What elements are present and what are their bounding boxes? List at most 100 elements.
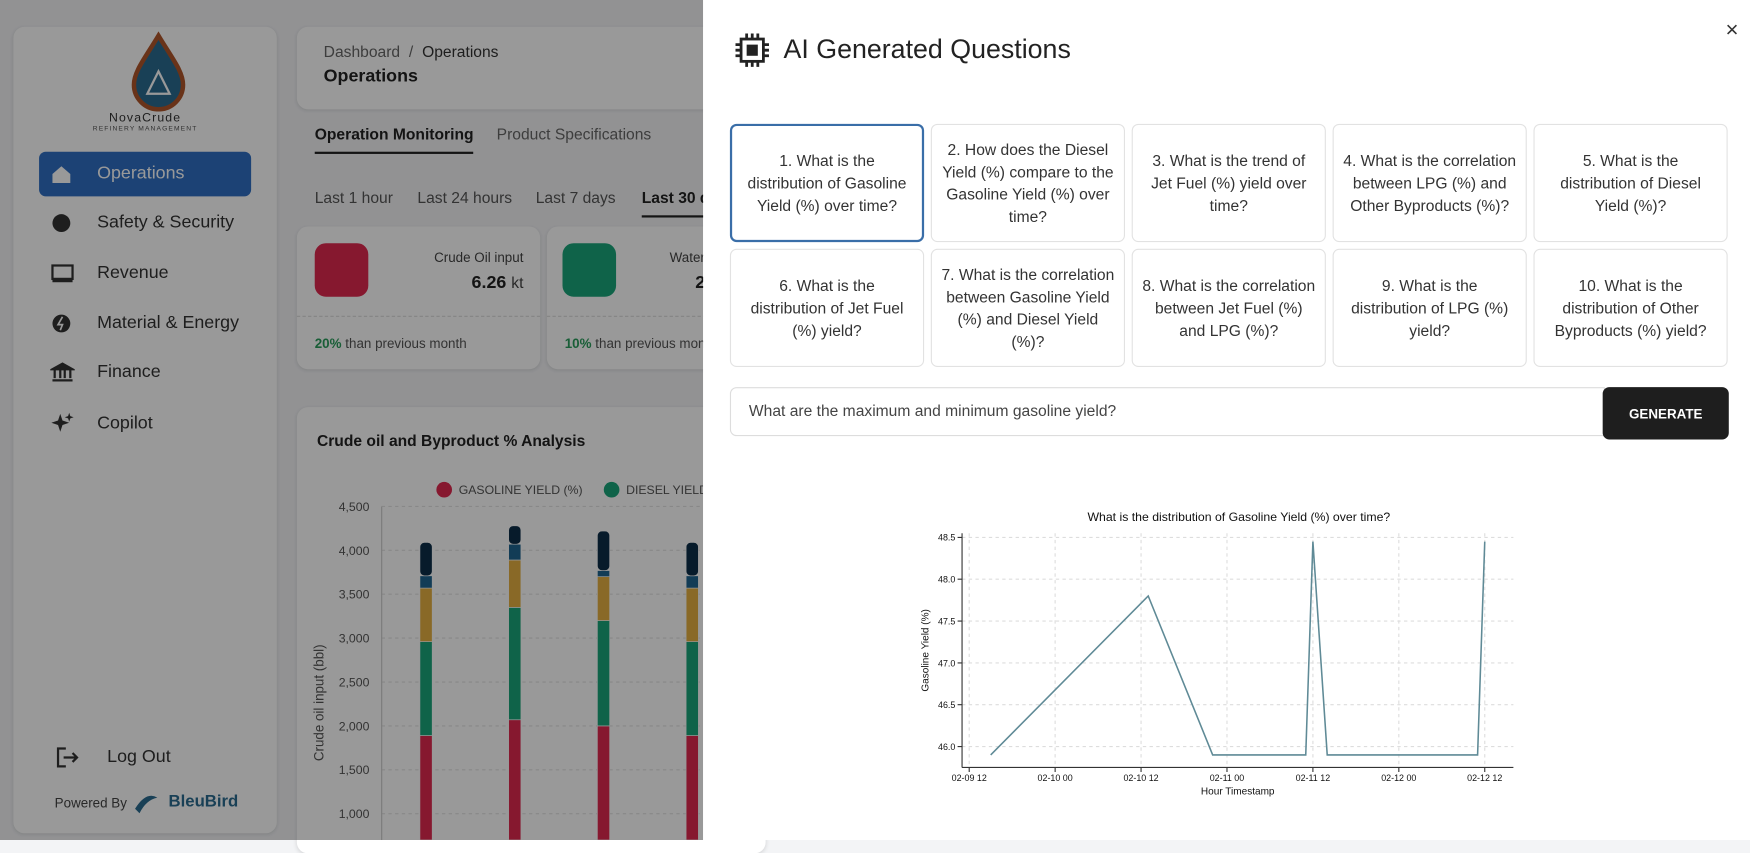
kpi-change-row: 20% than previous month <box>315 336 467 352</box>
y-axis-label: Gasoline Yield (%) <box>921 609 932 692</box>
bar-segment <box>508 525 522 545</box>
menu-label: Safety & Security <box>97 213 235 233</box>
header: Dashboard / Operations Operations <box>296 26 766 110</box>
icon <box>50 362 75 382</box>
logo <box>131 31 186 112</box>
question-card[interactable]: 5. What is the distribution of Diesel Yi… <box>1533 123 1728 243</box>
y-tick-label: 2,000 <box>339 719 370 733</box>
kpi-value-row: 6.26 kt <box>472 273 524 293</box>
legend-label: GASOLINE YIELD (%) <box>459 483 583 497</box>
question-card[interactable]: 9. What is the distribution of LPG (%) y… <box>1332 248 1527 368</box>
time-filter[interactable]: Last 7 days <box>535 188 616 207</box>
kpi-change-row: 10% than previous month <box>565 336 717 352</box>
bar-segment <box>419 542 433 577</box>
y-tick-label: 48.0 <box>938 575 955 585</box>
chip-icon <box>735 33 769 67</box>
crumb[interactable]: Dashboard <box>323 42 401 61</box>
chart-title: Crude oil and Byproduct % Analysis <box>317 433 586 450</box>
y-tick-label: 4,500 <box>339 500 370 514</box>
kpi-unit: kt <box>511 273 524 292</box>
bar-segment <box>685 542 699 577</box>
kpi-change-text: than previous month <box>595 335 717 352</box>
powered-brand: BleuBird <box>168 792 239 811</box>
legend-swatch <box>436 481 453 498</box>
question-card[interactable]: 2. How does the Diesel Yield (%) compare… <box>930 123 1125 243</box>
time-filter[interactable]: Last 1 hour <box>314 188 393 207</box>
icon <box>135 795 158 814</box>
breadcrumb: Dashboard / Operations <box>324 42 499 60</box>
kpi-change-text: than previous month <box>345 335 467 352</box>
y-tick-label: 3,500 <box>339 588 370 602</box>
menu-item[interactable]: Safety & Security <box>39 201 251 246</box>
y-tick-label: 46.5 <box>938 700 955 710</box>
kpi-label: Water <box>669 249 705 266</box>
chart: What is the distribution of Gasoline Yie… <box>921 510 1514 797</box>
y-tick-label: 4,000 <box>339 544 370 558</box>
kpi-value: 2 <box>695 273 706 293</box>
kpi-change: 20% <box>314 335 342 352</box>
legend-label: DIESEL YIELD (%) <box>626 483 703 497</box>
y-tick-label: 47.0 <box>938 658 955 668</box>
y-tick-label: 48.5 <box>938 533 955 543</box>
logout-label: Log Out <box>107 747 171 767</box>
divider <box>296 315 541 317</box>
tagline: REFINERY MANAGEMENT <box>92 126 198 133</box>
question-card[interactable]: 10. What is the distribution of Other By… <box>1533 248 1728 368</box>
modal-title: AI Generated Questions <box>783 34 1071 65</box>
divider <box>546 315 791 317</box>
icon <box>52 166 71 183</box>
kpi-value: 6.26 <box>471 273 507 293</box>
question-card[interactable]: 1. What is the distribution of Gasoline … <box>729 123 925 243</box>
logout[interactable]: Log Out <box>39 735 251 780</box>
tab[interactable]: Operation Monitoring <box>314 125 474 154</box>
icon <box>52 314 71 333</box>
overlay[interactable] <box>0 0 704 841</box>
line <box>990 541 1486 756</box>
x-tick-label: 02-10 12 <box>1123 773 1158 783</box>
modal: AI Generated Questions × 1. What is the … <box>703 0 1750 841</box>
icon <box>51 412 74 432</box>
menu-label: Material & Energy <box>97 313 240 333</box>
x-tick-label: 02-11 00 <box>1210 773 1245 783</box>
x-tick-label: 02-10 00 <box>1038 773 1073 783</box>
kpi-icon <box>314 243 369 297</box>
menu-label: Revenue <box>97 263 169 283</box>
menu-item[interactable]: Material & Energy <box>39 301 251 346</box>
kpi-card: Crude Oil input 6.26 kt 20% than previou… <box>296 226 541 370</box>
menu-item[interactable]: Finance <box>39 350 251 395</box>
menu-label: Finance <box>97 362 161 382</box>
y-tick-label: 1,000 <box>339 807 370 821</box>
y-tick-label: 3,000 <box>339 632 370 646</box>
menu-label: Copilot <box>97 413 153 433</box>
time-filter[interactable]: Last 24 hours <box>417 188 513 207</box>
icon <box>52 214 71 233</box>
icon <box>56 747 79 768</box>
kpi-label: Crude Oil input <box>434 249 524 266</box>
question-card[interactable]: 4. What is the correlation between LPG (… <box>1332 123 1527 243</box>
question-card[interactable]: 6. What is the distribution of Jet Fuel … <box>729 248 925 368</box>
y-tick-label: 1,500 <box>339 763 370 777</box>
x-tick-label: 02-09 12 <box>952 773 987 783</box>
question-input[interactable]: What are the maximum and minimum gasolin… <box>729 387 1605 437</box>
question-card[interactable]: 8. What is the correlation between Jet F… <box>1131 248 1326 368</box>
x-tick-label: 02-11 12 <box>1296 773 1331 783</box>
tab[interactable]: Product Specifications <box>496 124 652 143</box>
y-tick-label: 47.5 <box>938 616 955 626</box>
chart: Crude oil and Byproduct % Analysis Crude… <box>312 433 703 841</box>
question-card[interactable]: 3. What is the trend of Jet Fuel (%) yie… <box>1131 123 1326 243</box>
close-button[interactable]: × <box>1725 17 1739 43</box>
bar-segment <box>597 530 610 571</box>
generate-button[interactable]: GENERATE <box>1602 387 1729 440</box>
menu-item[interactable]: Operations <box>39 151 252 197</box>
chart-title: What is the distribution of Gasoline Yie… <box>1087 510 1390 524</box>
question-card[interactable]: 7. What is the correlation between Gasol… <box>930 248 1125 368</box>
page-title: Operations <box>323 66 418 86</box>
kpi-icon <box>562 243 617 297</box>
kpi-change: 10% <box>564 335 592 352</box>
powered-by: Powered By <box>54 795 127 811</box>
menu-item[interactable]: Copilot <box>39 402 251 447</box>
menu-item[interactable]: Revenue <box>39 251 251 296</box>
y-axis-label: Crude oil input (bbl) <box>312 644 327 761</box>
menu-label: Operations <box>97 163 185 183</box>
